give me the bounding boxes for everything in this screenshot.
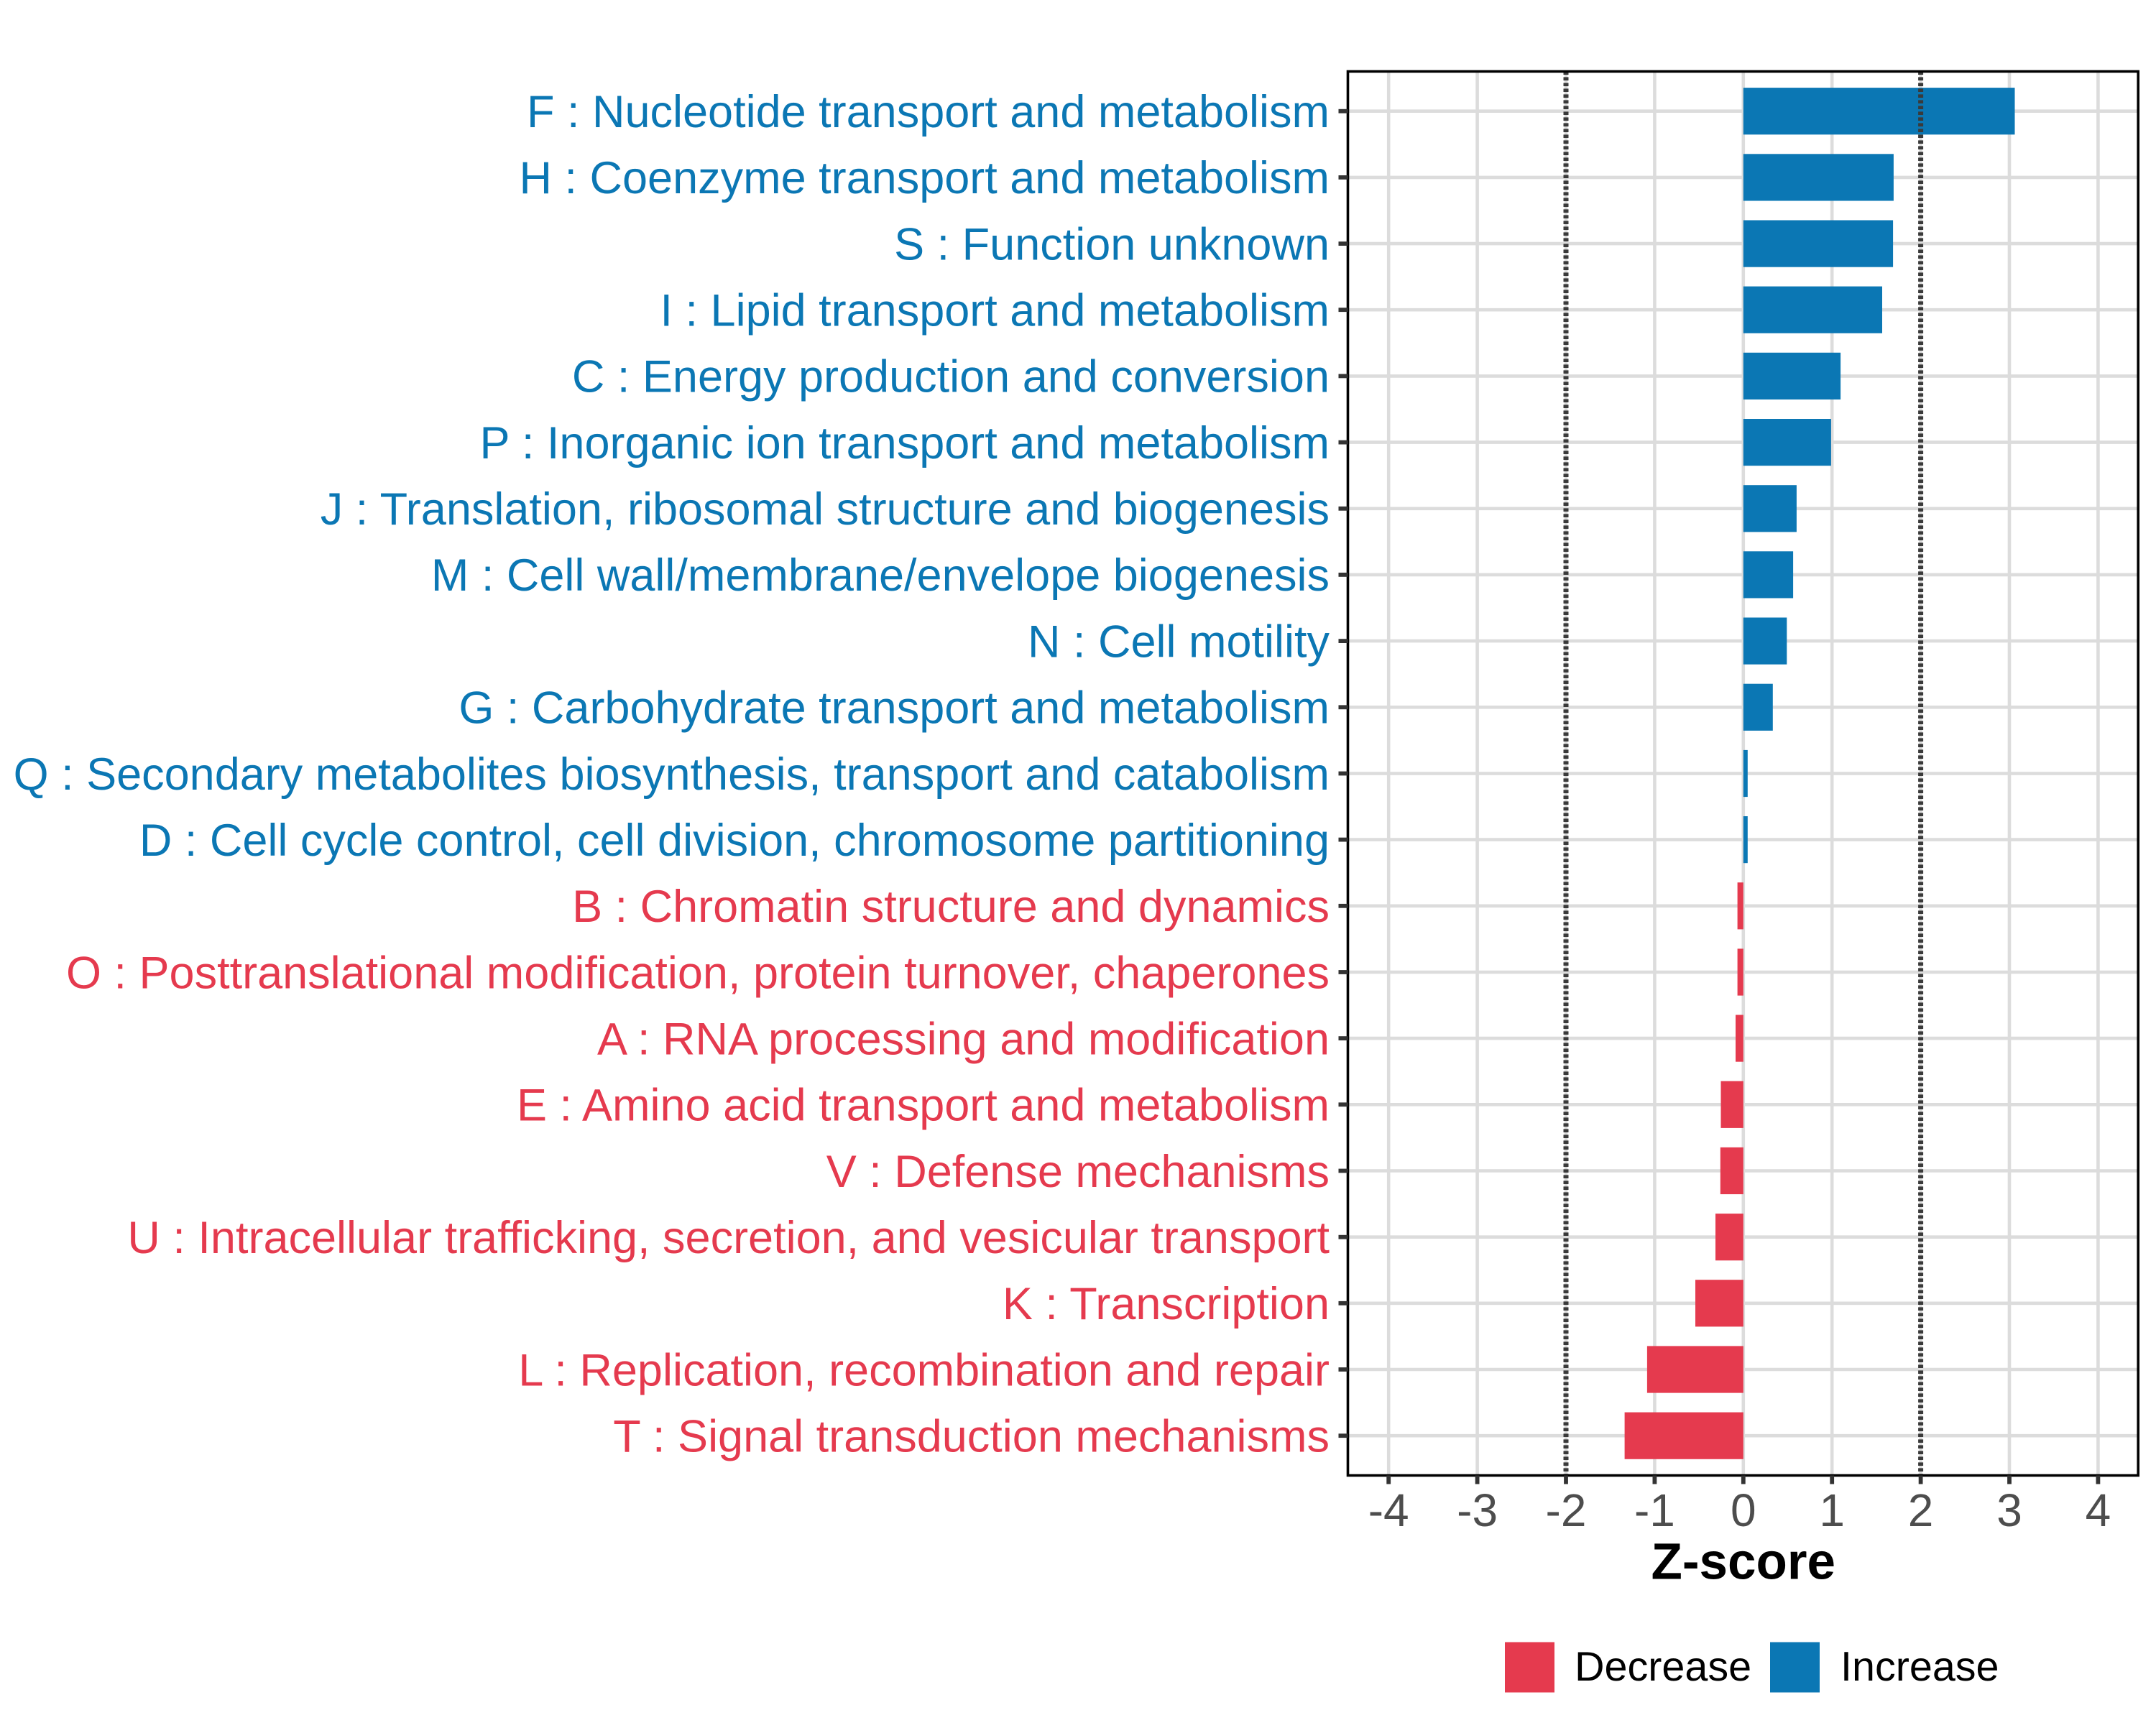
svg-text:-1: -1 <box>1634 1484 1675 1536</box>
svg-text:-3: -3 <box>1457 1484 1498 1536</box>
svg-text:A : RNA processing and modific: A : RNA processing and modification <box>597 1014 1330 1064</box>
svg-text:Increase: Increase <box>1841 1644 1999 1690</box>
svg-text:J : Translation, ribosomal str: J : Translation, ribosomal structure and… <box>321 484 1330 535</box>
svg-text:S : Function unknown: S : Function unknown <box>894 219 1330 269</box>
svg-text:U : Intracellular trafficking,: U : Intracellular trafficking, secretion… <box>127 1213 1330 1263</box>
svg-text:2: 2 <box>1908 1484 1934 1536</box>
svg-text:-2: -2 <box>1546 1484 1587 1536</box>
svg-text:F : Nucleotide transport and m: F : Nucleotide transport and metabolism <box>527 87 1330 137</box>
svg-text:H : Coenzyme transport and met: H : Coenzyme transport and metabolism <box>520 153 1330 203</box>
svg-text:C : Energy production and conv: C : Energy production and conversion <box>572 352 1330 402</box>
svg-text:N : Cell motility: N : Cell motility <box>1028 616 1330 667</box>
svg-text:1: 1 <box>1819 1484 1845 1536</box>
svg-text:0: 0 <box>1731 1484 1756 1536</box>
svg-text:3: 3 <box>1996 1484 2022 1536</box>
svg-text:4: 4 <box>2086 1484 2111 1536</box>
svg-text:G : Carbohydrate transport and: G : Carbohydrate transport and metabolis… <box>459 683 1330 734</box>
svg-text:Z-score: Z-score <box>1651 1534 1835 1591</box>
svg-text:D : Cell cycle control, cell d: D : Cell cycle control, cell division, c… <box>139 816 1330 866</box>
svg-text:E : Amino acid transport and m: E : Amino acid transport and metabolism <box>517 1081 1330 1131</box>
svg-text:L : Replication, recombination: L : Replication, recombination and repai… <box>518 1345 1330 1395</box>
svg-text:I : Lipid transport and metabo: I : Lipid transport and metabolism <box>660 286 1330 336</box>
svg-text:M : Cell wall/membrane/envelop: M : Cell wall/membrane/envelope biogenes… <box>431 550 1330 601</box>
svg-text:Q : Secondary metabolites bios: Q : Secondary metabolites biosynthesis, … <box>14 749 1330 800</box>
svg-text:T : Signal transduction mechan: T : Signal transduction mechanisms <box>613 1412 1330 1462</box>
svg-text:B : Chromatin structure and dy: B : Chromatin structure and dynamics <box>572 882 1330 932</box>
svg-text:Decrease: Decrease <box>1575 1644 1751 1690</box>
svg-text:-4: -4 <box>1368 1484 1409 1536</box>
svg-text:V : Defense mechanisms: V : Defense mechanisms <box>826 1147 1330 1197</box>
svg-text:O : Posttranslational modifica: O : Posttranslational modification, prot… <box>66 948 1330 998</box>
svg-text:P : Inorganic ion transport an: P : Inorganic ion transport and metaboli… <box>480 418 1330 468</box>
svg-text:K : Transcription: K : Transcription <box>1003 1279 1330 1329</box>
